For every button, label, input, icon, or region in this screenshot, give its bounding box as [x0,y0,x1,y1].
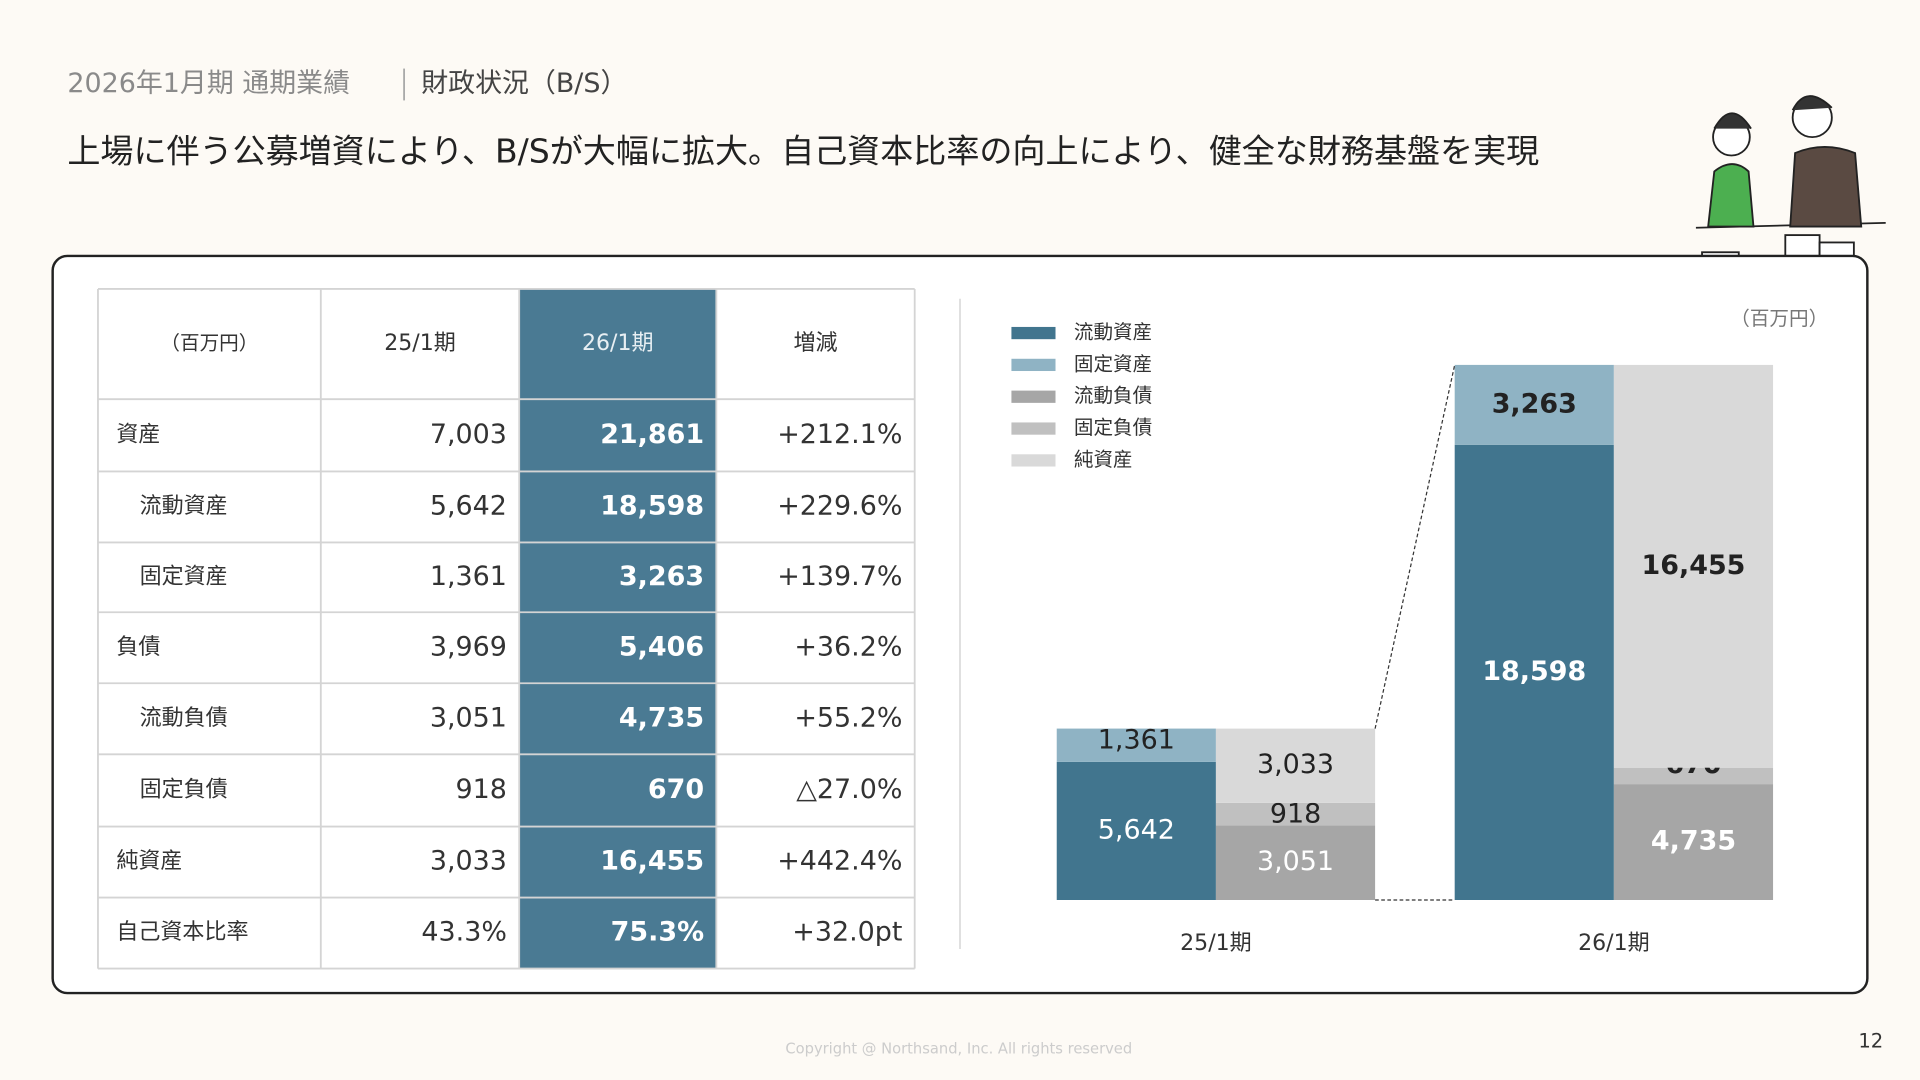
row-label: 自己資本比率 [116,920,248,945]
legend-label: 固定資産 [1074,352,1152,375]
table-cell: 5,406 [619,631,704,662]
legend-label: 純資産 [1074,448,1133,471]
row-label: 流動資産 [140,494,228,519]
legend-swatch [1011,422,1056,435]
table-cell: +229.6% [777,490,902,521]
connector [1374,364,1456,729]
table-cell: +55.2% [794,702,902,733]
value-label: 4,735 [1651,826,1736,857]
table-cell: 43.3% [421,917,507,948]
table-cell: 5,642 [430,490,507,521]
x-tick-label: 25/1期 [1180,931,1252,956]
row-label: 負債 [116,635,160,660]
page-number: 12 [1858,1030,1883,1053]
legend-label: 流動資産 [1074,321,1152,344]
bar-segment [1215,728,1376,803]
unit-label: （百万円） [1730,307,1828,330]
value-label: 5,642 [1098,814,1175,845]
legend-label: 固定負債 [1074,416,1152,439]
table-header: 増減 [793,331,837,356]
value-label: 918 [1270,799,1321,830]
table-bg [97,288,915,969]
table-cell: 918 [456,774,507,805]
row-label: 純資産 [116,849,182,874]
table-cell: 75.3% [611,917,704,948]
table-cell: 1,361 [430,561,507,592]
legend-swatch [1011,390,1056,403]
row-label: 固定資産 [140,564,228,589]
table-cell: 670 [648,774,704,805]
value-label: 3,033 [1257,749,1334,780]
bar-segment [1056,761,1216,900]
bar-segment [1613,364,1774,768]
bar-segment [1215,825,1376,900]
copyright: Copyright @ Northsand, Inc. All rights r… [785,1040,1132,1057]
table-cell: +442.4% [777,846,902,877]
table-cell: 3,263 [619,561,704,592]
table-cell: +139.7% [777,561,902,592]
row-label: 固定負債 [140,777,228,802]
bar-segment [1613,784,1774,900]
table-header: （百万円） [160,332,258,355]
table-cell: 18,598 [600,490,704,521]
table-cell: +32.0pt [792,917,902,948]
table-header: 25/1期 [384,331,456,356]
table-cell: 21,861 [600,419,704,450]
section-title: 2026年1月期 通期業績 [67,68,350,99]
table-cell: +212.1% [777,419,902,450]
table-header: 26/1期 [582,331,654,356]
row-label: 資産 [116,422,160,447]
table-cell: 3,969 [430,631,507,662]
value-label: 3,051 [1257,846,1334,877]
value-label: 3,263 [1492,388,1577,419]
row-label: 流動負債 [140,706,228,731]
value-label: 18,598 [1482,656,1586,687]
headline: 上場に伴う公募増資により、B/Sが大幅に拡大。自己資本比率の向上により、健全な財… [67,132,1539,171]
table-cell: 7,003 [430,419,507,450]
bar-segment [1056,728,1216,762]
table-cell: 16,455 [600,846,704,877]
bar-segment [1215,802,1376,826]
legend-swatch [1011,326,1056,340]
table-cell: 3,033 [430,846,507,877]
table-cell: 4,735 [619,702,704,733]
table-cell: +36.2% [794,631,902,662]
bar-segment [1454,444,1614,900]
table-cell: 3,051 [430,702,507,733]
legend-swatch [1011,454,1056,467]
legend-swatch [1011,358,1056,372]
highlight-column [519,288,717,969]
value-label: 16,455 [1642,550,1746,581]
x-tick-label: 26/1期 [1578,931,1650,956]
value-label: 1,361 [1098,724,1175,755]
legend-label: 流動負債 [1074,384,1152,407]
bar-segment [1454,364,1614,445]
bar-segment [1613,767,1774,785]
page-title: 財政状況（B/S） [421,68,627,99]
table-cell: △27.0% [796,774,902,805]
